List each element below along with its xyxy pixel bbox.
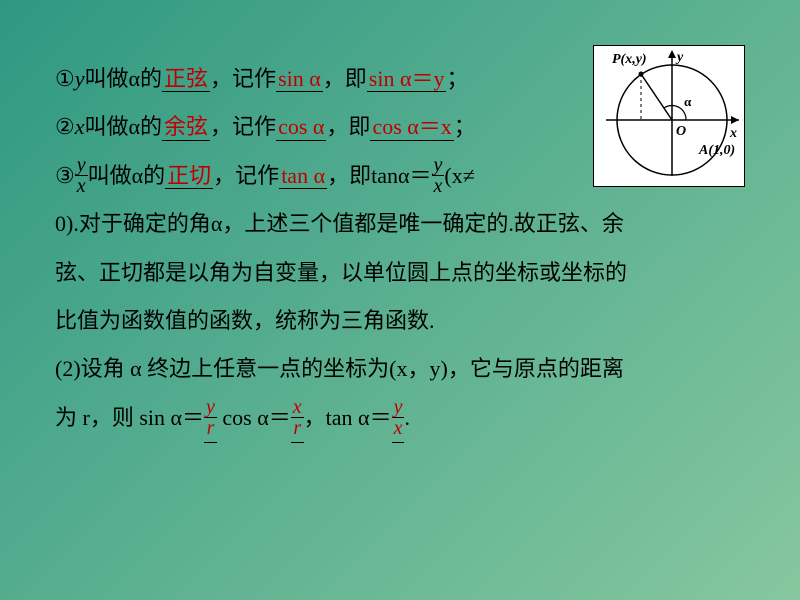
line-6: 比值为函数值的函数，统称为三角函数. [55, 297, 745, 345]
l2-mid3: ，即 [326, 114, 370, 139]
l8-t3: ，tan α＝ [304, 405, 392, 430]
l2-mid1: 叫做α的 [85, 114, 163, 139]
slide-content: P(x,y) y α O x A(1,0) ①y叫做α的正弦，记作sin α，即… [55, 55, 745, 443]
l3-mid3: ，即tanα＝ [327, 163, 431, 188]
line-3: ③yx叫做α的正切，记作tan α，即tanα＝yx(x≠ [55, 152, 745, 200]
l1-fill3: sin α＝y [369, 66, 445, 91]
frac-y-over-x: yx [75, 155, 88, 196]
l2-fill3: cos α＝x [372, 114, 451, 139]
l8-t1: 为 r，则 sin α＝ [55, 405, 204, 430]
l3-fill2: tan α [281, 163, 325, 188]
f1n: y [204, 397, 217, 417]
frac2-num: y [432, 155, 445, 175]
frac-tan: yx [392, 397, 405, 438]
l1-mid2: ，记作 [210, 66, 276, 91]
l3-fill1: 正切 [167, 163, 211, 188]
l1-fill1: 正弦 [164, 66, 208, 91]
blank-sin: yr [204, 394, 217, 443]
l1-mid3: ，即 [323, 66, 367, 91]
frac2-den: x [432, 175, 445, 196]
frac-y-over-x-2: yx [432, 155, 445, 196]
l3-mid1: 叫做α的 [88, 163, 166, 188]
l2-fill2: cos α [278, 114, 324, 139]
l8-t2: cos α＝ [217, 405, 291, 430]
f2d: r [291, 417, 304, 438]
l1-mid1: 叫做α的 [85, 66, 163, 91]
l1-fill2: sin α [278, 66, 321, 91]
blank-cos: xr [291, 394, 304, 443]
l2-prefix: ② [55, 114, 75, 139]
line-1: ①y叫做α的正弦，记作sin α，即sin α＝y； [55, 55, 745, 103]
f3d: x [392, 417, 405, 438]
l1-suffix: ； [446, 66, 468, 91]
line-2: ②x叫做α的余弦，记作cos α，即cos α＝x； [55, 103, 745, 151]
line-4: 0).对于确定的角α，上述三个值都是唯一确定的.故正弦、余 [55, 200, 745, 248]
l3-prefix: ③ [55, 163, 75, 188]
l3-tail: (x≠ [444, 163, 474, 188]
frac-sin: yr [204, 397, 217, 438]
frac-cos: xr [291, 397, 304, 438]
line-8: 为 r，则 sin α＝yr cos α＝xr，tan α＝yx. [55, 394, 745, 443]
line-7: (2)设角 α 终边上任意一点的坐标为(x，y)，它与原点的距离 [55, 345, 745, 393]
l1-var: y [75, 66, 85, 91]
frac-num: y [75, 155, 88, 175]
blank-tan: yx [392, 394, 405, 443]
l2-fill1: 余弦 [164, 114, 208, 139]
f1d: r [204, 417, 217, 438]
frac-den: x [75, 175, 88, 196]
l1-prefix: ① [55, 66, 75, 91]
l2-mid2: ，记作 [210, 114, 276, 139]
f2n: x [291, 397, 304, 417]
line-5: 弦、正切都是以角为自变量，以单位圆上点的坐标或坐标的 [55, 249, 745, 297]
f3n: y [392, 397, 405, 417]
l8-t4: . [404, 405, 410, 430]
l2-var: x [75, 114, 85, 139]
l2-suffix: ； [454, 114, 476, 139]
l3-mid2: ，记作 [213, 163, 279, 188]
